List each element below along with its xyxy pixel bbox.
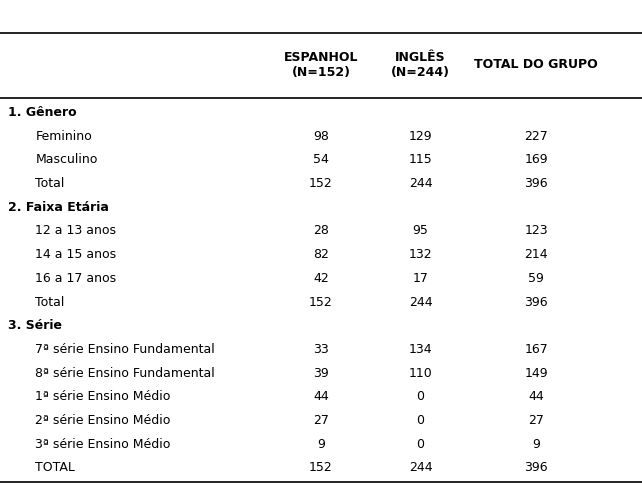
Text: 167: 167: [525, 343, 548, 356]
Text: 1ª série Ensino Médio: 1ª série Ensino Médio: [35, 390, 171, 403]
Text: 27: 27: [528, 414, 544, 427]
Text: 54: 54: [313, 153, 329, 166]
Text: 7ª série Ensino Fundamental: 7ª série Ensino Fundamental: [35, 343, 215, 356]
Text: 8ª série Ensino Fundamental: 8ª série Ensino Fundamental: [35, 367, 215, 380]
Text: 44: 44: [528, 390, 544, 403]
Text: 42: 42: [313, 272, 329, 285]
Text: 98: 98: [313, 130, 329, 143]
Text: 27: 27: [313, 414, 329, 427]
Text: 33: 33: [313, 343, 329, 356]
Text: 3. Série: 3. Série: [8, 319, 62, 332]
Text: 28: 28: [313, 224, 329, 238]
Text: 149: 149: [525, 367, 548, 380]
Text: 39: 39: [313, 367, 329, 380]
Text: 396: 396: [525, 177, 548, 190]
Text: 227: 227: [525, 130, 548, 143]
Text: 14 a 15 anos: 14 a 15 anos: [35, 248, 116, 261]
Text: 1. Gênero: 1. Gênero: [8, 106, 76, 119]
Text: 152: 152: [309, 177, 333, 190]
Text: 16 a 17 anos: 16 a 17 anos: [35, 272, 116, 285]
Text: 95: 95: [413, 224, 428, 238]
Text: 152: 152: [309, 296, 333, 308]
Text: 82: 82: [313, 248, 329, 261]
Text: 244: 244: [409, 462, 432, 474]
Text: Total: Total: [35, 296, 65, 308]
Text: 152: 152: [309, 462, 333, 474]
Text: 123: 123: [525, 224, 548, 238]
Text: 3ª série Ensino Médio: 3ª série Ensino Médio: [35, 437, 171, 451]
Text: 44: 44: [313, 390, 329, 403]
Text: 396: 396: [525, 296, 548, 308]
Text: 244: 244: [409, 177, 432, 190]
Text: 2. Faixa Etária: 2. Faixa Etária: [8, 201, 108, 214]
Text: 2ª série Ensino Médio: 2ª série Ensino Médio: [35, 414, 171, 427]
Text: 132: 132: [409, 248, 432, 261]
Text: 110: 110: [409, 367, 432, 380]
Text: INGLÊS
(N=244): INGLÊS (N=244): [391, 51, 450, 79]
Text: 134: 134: [409, 343, 432, 356]
Text: 17: 17: [413, 272, 428, 285]
Text: Total: Total: [35, 177, 65, 190]
Text: 9: 9: [532, 437, 540, 451]
Text: TOTAL DO GRUPO: TOTAL DO GRUPO: [474, 58, 598, 71]
Text: 0: 0: [417, 437, 424, 451]
Text: 12 a 13 anos: 12 a 13 anos: [35, 224, 116, 238]
Text: 0: 0: [417, 414, 424, 427]
Text: 0: 0: [417, 390, 424, 403]
Text: 129: 129: [409, 130, 432, 143]
Text: 244: 244: [409, 296, 432, 308]
Text: 9: 9: [317, 437, 325, 451]
Text: TOTAL: TOTAL: [35, 462, 75, 474]
Text: 59: 59: [528, 272, 544, 285]
Text: 214: 214: [525, 248, 548, 261]
Text: Feminino: Feminino: [35, 130, 92, 143]
Text: 115: 115: [409, 153, 432, 166]
Text: 396: 396: [525, 462, 548, 474]
Text: ESPANHOL
(N=152): ESPANHOL (N=152): [284, 51, 358, 79]
Text: 169: 169: [525, 153, 548, 166]
Text: Masculino: Masculino: [35, 153, 98, 166]
